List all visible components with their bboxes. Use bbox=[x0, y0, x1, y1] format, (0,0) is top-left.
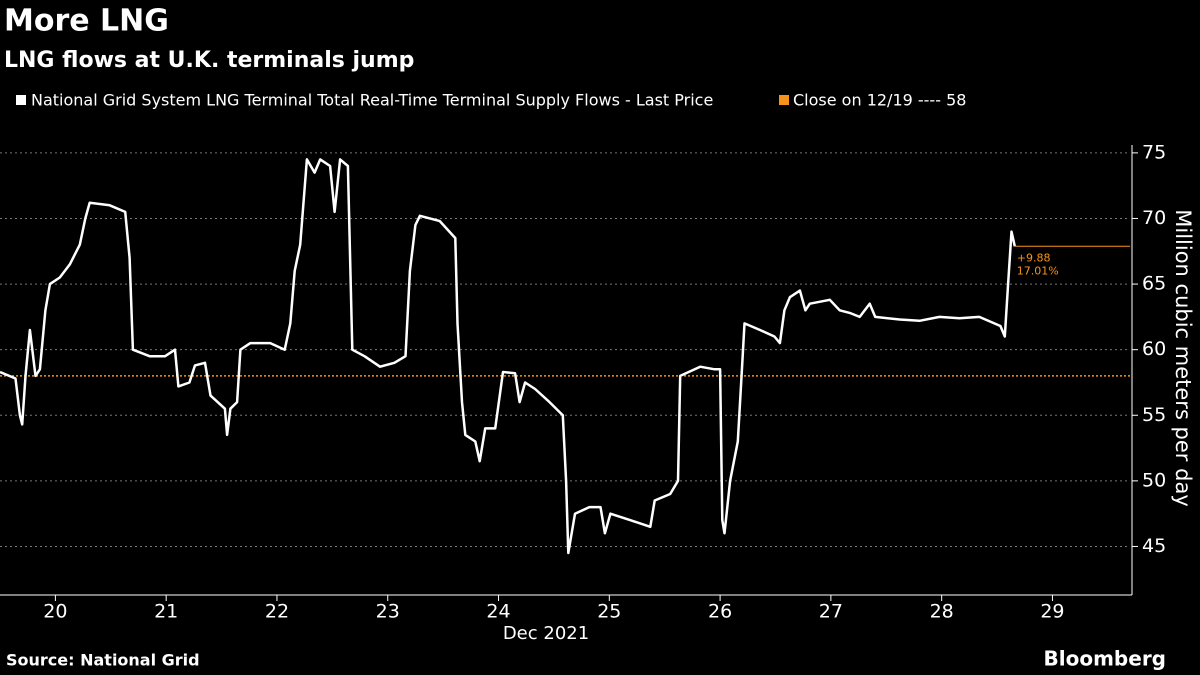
legend-swatch bbox=[779, 95, 789, 105]
x-tick-label: 22 bbox=[265, 601, 289, 623]
y-tick-label: 65 bbox=[1142, 273, 1166, 295]
y-tick-label: 45 bbox=[1142, 535, 1166, 557]
legend-label: Close on 12/19 ---- 58 bbox=[793, 91, 966, 110]
x-tick-label: 27 bbox=[819, 601, 843, 623]
x-tick-label: 26 bbox=[708, 601, 732, 623]
x-axis-label: Dec 2021 bbox=[503, 623, 589, 644]
change-label: 17.01% bbox=[1017, 264, 1059, 277]
source: Source: National Grid bbox=[6, 651, 200, 670]
y-tick-label: 55 bbox=[1142, 404, 1166, 426]
x-tick-label: 21 bbox=[154, 601, 178, 623]
chart-title: More LNG bbox=[4, 4, 169, 39]
x-tick-label: 23 bbox=[376, 601, 400, 623]
y-tick-label: 70 bbox=[1142, 207, 1166, 229]
x-tick-label: 29 bbox=[1040, 601, 1064, 623]
brand: Bloomberg bbox=[1044, 647, 1166, 671]
legend-swatch bbox=[16, 95, 26, 105]
x-tick-label: 24 bbox=[486, 601, 510, 623]
y-axis-label: Million cubic meters per day bbox=[1171, 209, 1195, 507]
x-tick-label: 20 bbox=[43, 601, 67, 623]
legend-label: National Grid System LNG Terminal Total … bbox=[31, 91, 713, 110]
chart-subtitle: LNG flows at U.K. terminals jump bbox=[4, 48, 414, 73]
x-tick-label: 28 bbox=[930, 601, 954, 623]
y-tick-label: 60 bbox=[1142, 338, 1166, 360]
y-tick-label: 50 bbox=[1142, 469, 1166, 491]
change-label: +9.88 bbox=[1017, 251, 1051, 264]
y-tick-label: 75 bbox=[1142, 141, 1166, 163]
data-line bbox=[0, 158, 1017, 555]
x-tick-label: 25 bbox=[597, 601, 621, 623]
